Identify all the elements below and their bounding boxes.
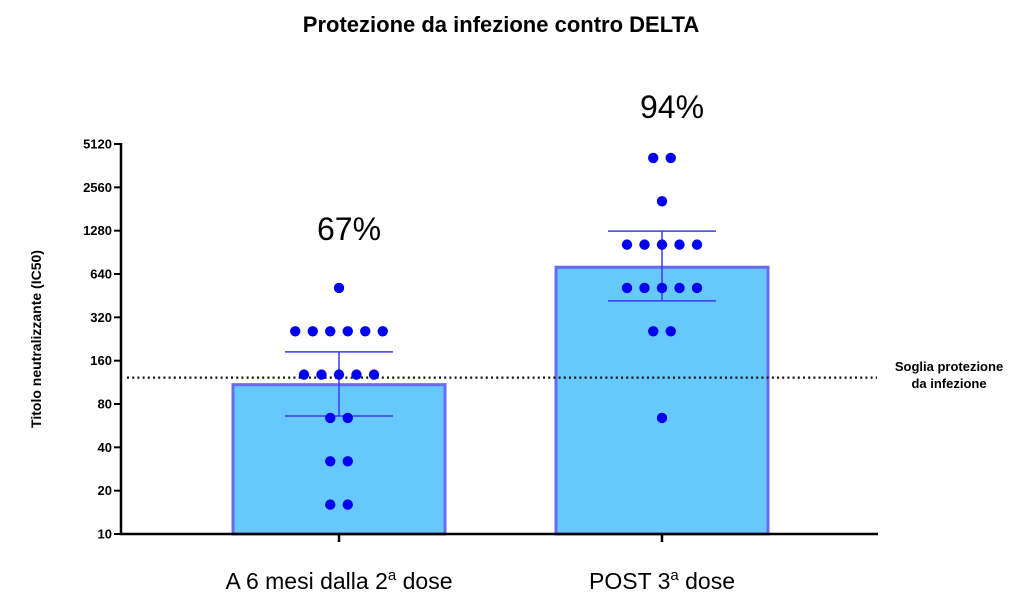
- data-point: [639, 239, 650, 250]
- threshold-label-line1: Soglia protezione: [895, 359, 1003, 374]
- data-point: [298, 369, 310, 380]
- data-point: [342, 456, 353, 467]
- threshold-label-line2: da infezione: [911, 376, 986, 391]
- y-tick-label: 160: [90, 353, 112, 368]
- bar-2: [554, 265, 770, 536]
- y-tick-label: 20: [98, 483, 112, 498]
- data-point: [648, 326, 659, 337]
- data-point: [351, 369, 362, 380]
- data-point: [333, 369, 345, 380]
- y-axis-label: Titolo neutralizzante (IC50): [28, 250, 44, 428]
- data-point: [368, 369, 380, 380]
- data-point: [342, 499, 353, 510]
- chart-title: Protezione da infezione contro DELTA: [303, 12, 700, 37]
- data-point: [674, 282, 685, 294]
- percentage-annotation: 94%: [640, 89, 704, 125]
- data-point: [325, 326, 336, 337]
- y-tick-label: 320: [90, 310, 112, 325]
- data-point: [665, 152, 676, 164]
- y-tick-label: 1280: [83, 223, 112, 238]
- data-point: [333, 282, 345, 294]
- y-tick-label: 10: [98, 527, 112, 542]
- data-point: [665, 326, 676, 337]
- data-point: [674, 239, 685, 250]
- data-point: [648, 152, 659, 164]
- axes-layer: 10 20 40 80 160 320 640 1280 2560 5120: [83, 137, 878, 542]
- y-tick-label: 80: [98, 397, 112, 412]
- data-point: [325, 412, 336, 424]
- data-point: [290, 326, 301, 337]
- data-point: [325, 456, 336, 467]
- data-point: [621, 282, 633, 294]
- data-point: [342, 326, 353, 337]
- x-tick-label: POST 3a dose: [589, 567, 735, 594]
- data-point: [656, 412, 668, 424]
- data-point: [621, 239, 633, 250]
- data-point: [316, 369, 327, 380]
- data-point: [377, 326, 388, 337]
- data-point: [639, 282, 650, 294]
- data-point: [656, 196, 668, 207]
- y-tick-label: 2560: [83, 180, 112, 195]
- data-point: [307, 326, 318, 337]
- labels-layer: A 6 mesi dalla 2a dose POST 3a dose 67% 94%: [226, 89, 735, 594]
- data-point: [691, 282, 703, 294]
- points-layer: [290, 152, 703, 510]
- data-point: [656, 282, 668, 294]
- data-point: [325, 499, 336, 510]
- data-point: [691, 239, 703, 250]
- x-tick-label: A 6 mesi dalla 2a dose: [226, 567, 453, 594]
- y-tick-label: 640: [90, 267, 112, 282]
- bars-layer: [231, 265, 770, 536]
- y-tick-label: 40: [98, 440, 112, 455]
- percentage-annotation: 67%: [317, 211, 381, 247]
- y-tick-label: 5120: [83, 137, 112, 152]
- data-point: [342, 412, 353, 424]
- data-point: [656, 239, 668, 250]
- data-point: [360, 326, 371, 337]
